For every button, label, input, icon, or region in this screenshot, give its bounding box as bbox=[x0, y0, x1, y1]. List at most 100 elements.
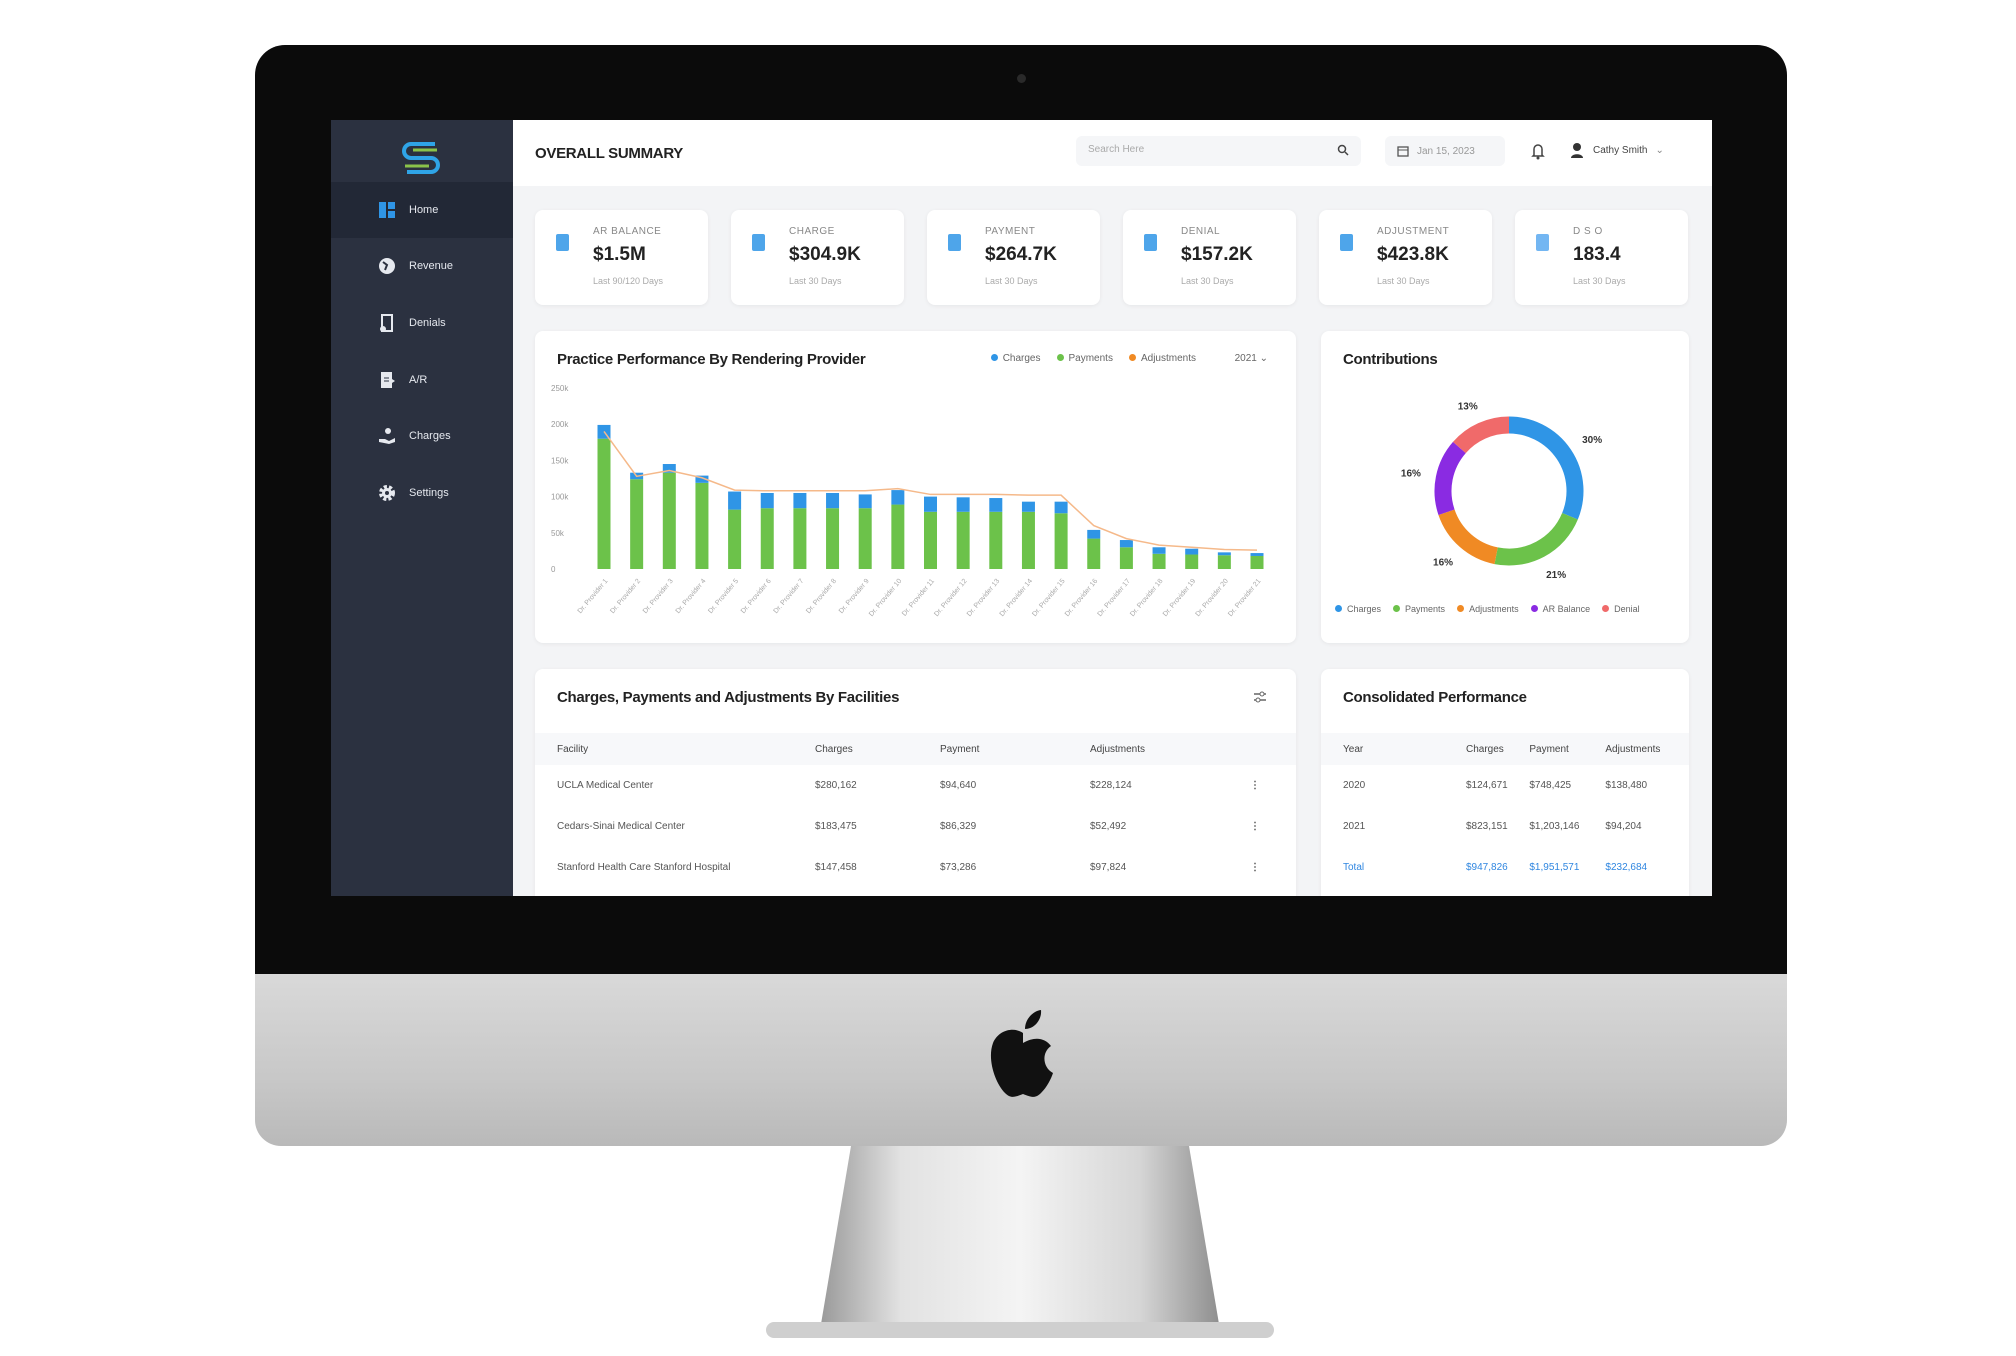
donut-slice[interactable] bbox=[1434, 441, 1466, 515]
donut-slice[interactable] bbox=[1452, 416, 1510, 454]
legend-item[interactable]: AR Balance bbox=[1530, 604, 1590, 614]
sidebar-item-revenue[interactable]: Revenue bbox=[331, 238, 513, 294]
table-cell: $94,204 bbox=[1605, 821, 1642, 832]
legend-charges[interactable]: Charges bbox=[990, 353, 1041, 364]
column-header[interactable]: Payment bbox=[1529, 733, 1606, 765]
donut-legend: Charges Payments Adjustments AR Balance Deni… bbox=[1335, 604, 1640, 614]
column-header[interactable]: Charges bbox=[1466, 733, 1530, 765]
legend-payments[interactable]: Payments bbox=[1056, 353, 1113, 364]
bar-charges[interactable] bbox=[1119, 540, 1133, 548]
search-placeholder: Search Here bbox=[1088, 144, 1145, 155]
legend-item[interactable]: Denial bbox=[1602, 604, 1640, 614]
donut-slice[interactable] bbox=[1494, 512, 1578, 566]
table-row[interactable]: Stanford Health Care Stanford Hospital $1… bbox=[535, 847, 1296, 888]
sidebar-item-ar[interactable]: A/R bbox=[331, 352, 513, 408]
bar-charges[interactable] bbox=[924, 496, 937, 512]
x-tick-label: Dr. Provider 10 bbox=[868, 578, 903, 618]
bell-icon[interactable] bbox=[1531, 142, 1545, 160]
filter-icon[interactable] bbox=[1252, 689, 1268, 705]
bar-payments[interactable] bbox=[728, 509, 742, 569]
y-tick-label: 150k bbox=[551, 456, 569, 465]
column-header[interactable]: Year bbox=[1321, 733, 1466, 765]
kpi-card[interactable]: AR BALANCE $1.5M Last 90/120 Days bbox=[535, 210, 708, 305]
search-input[interactable]: Search Here bbox=[1076, 136, 1361, 166]
table-row[interactable]: 2021 $823,151 $1,203,146 $94,204 bbox=[1321, 806, 1689, 847]
donut-slice[interactable] bbox=[1508, 416, 1584, 520]
bar-payments[interactable] bbox=[826, 508, 840, 569]
bar-payments[interactable] bbox=[989, 511, 1003, 569]
bar-payments[interactable] bbox=[891, 504, 905, 569]
more-options-icon[interactable]: ⋮ bbox=[1250, 780, 1260, 791]
bar-charges[interactable] bbox=[956, 497, 970, 512]
bar-payments[interactable] bbox=[1185, 554, 1199, 569]
bar-payments[interactable] bbox=[1152, 553, 1166, 569]
table-row[interactable]: UCLA Medical Center $280,162 $94,640 $228,1… bbox=[535, 765, 1296, 806]
bar-charges[interactable] bbox=[1054, 501, 1068, 514]
bar-payments[interactable] bbox=[662, 472, 676, 569]
bar-charges[interactable] bbox=[1217, 552, 1231, 556]
column-header[interactable]: Payment bbox=[940, 733, 1090, 765]
sidebar-item-charges[interactable]: Charges bbox=[331, 408, 513, 464]
kpi-card[interactable]: CHARGE $304.9K Last 30 Days bbox=[731, 210, 904, 305]
kpi-card[interactable]: PAYMENT $264.7K Last 30 Days bbox=[927, 210, 1100, 305]
bar-payments[interactable] bbox=[858, 508, 872, 569]
bar-charges[interactable] bbox=[1152, 547, 1166, 554]
y-tick-label: 250k bbox=[551, 384, 569, 393]
legend-item[interactable]: Payments bbox=[1393, 604, 1445, 614]
kpi-card[interactable]: D S O 183.4 Last 30 Days bbox=[1515, 210, 1688, 305]
line-adjustments bbox=[603, 430, 1258, 551]
table-row[interactable]: 2020 $124,671 $748,425 $138,480 bbox=[1321, 765, 1689, 806]
bar-charges[interactable] bbox=[1250, 553, 1264, 556]
bar-charges[interactable] bbox=[760, 492, 774, 509]
date-picker[interactable]: Jan 15, 2023 bbox=[1385, 136, 1505, 166]
kpi-card[interactable]: DENIAL $157.2K Last 30 Days bbox=[1123, 210, 1296, 305]
bar-charges[interactable] bbox=[728, 491, 742, 510]
search-icon[interactable] bbox=[1337, 144, 1349, 156]
x-tick-label: Dr. Provider 11 bbox=[901, 578, 936, 618]
bar-payments[interactable] bbox=[1021, 511, 1035, 569]
bar-payments[interactable] bbox=[1250, 555, 1264, 569]
bar-payments[interactable] bbox=[956, 511, 970, 569]
bar-charges[interactable] bbox=[695, 475, 709, 483]
bar-payments[interactable] bbox=[793, 508, 807, 569]
bar-charges[interactable] bbox=[989, 498, 1003, 512]
column-header[interactable]: Adjustments bbox=[1090, 733, 1250, 765]
table-row[interactable]: Cedars-Sinai Medical Center $183,475 $86,3… bbox=[535, 806, 1296, 847]
bar-payments[interactable] bbox=[1087, 538, 1101, 569]
file-icon bbox=[381, 372, 395, 388]
bar-charges[interactable] bbox=[1185, 548, 1199, 555]
sidebar-item-settings[interactable]: Settings bbox=[331, 465, 513, 521]
bar-payments[interactable] bbox=[597, 438, 611, 569]
bar-payments[interactable] bbox=[924, 511, 937, 569]
column-header[interactable]: Facility bbox=[535, 733, 815, 765]
more-options-icon[interactable]: ⋮ bbox=[1250, 862, 1260, 873]
donut-slice[interactable] bbox=[1438, 509, 1499, 565]
legend-item[interactable]: Charges bbox=[1335, 604, 1381, 614]
more-options-icon[interactable]: ⋮ bbox=[1250, 821, 1260, 832]
year-dropdown[interactable]: 2021 ⌄ bbox=[1234, 353, 1268, 364]
bar-charges[interactable] bbox=[793, 492, 807, 509]
sidebar-item-home[interactable]: Home bbox=[331, 182, 513, 238]
bar-charges[interactable] bbox=[1021, 501, 1035, 512]
column-header[interactable]: Adjustments bbox=[1605, 733, 1689, 765]
bar-charges[interactable] bbox=[891, 490, 905, 505]
bar-charges[interactable] bbox=[826, 492, 840, 509]
x-tick-label: Dr. Provider 7 bbox=[773, 578, 806, 615]
bar-payments[interactable] bbox=[1119, 547, 1133, 569]
sidebar-item-denials[interactable]: Denials bbox=[331, 295, 513, 351]
bar-charges[interactable] bbox=[858, 494, 872, 509]
bar-payments[interactable] bbox=[630, 479, 644, 569]
bar-charges[interactable] bbox=[1087, 529, 1101, 539]
kpi-card[interactable]: ADJUSTMENT $423.8K Last 30 Days bbox=[1319, 210, 1492, 305]
column-header[interactable]: Charges bbox=[815, 733, 940, 765]
legend-adjustments[interactable]: Adjustments bbox=[1128, 353, 1196, 364]
kpi-icon bbox=[556, 234, 569, 251]
chart-title: Practice Performance By Rendering Provid… bbox=[557, 351, 866, 368]
bar-payments[interactable] bbox=[760, 508, 774, 569]
user-menu[interactable]: Cathy Smith ⌄ bbox=[1569, 142, 1664, 158]
bar-payments[interactable] bbox=[695, 482, 709, 569]
bar-payments[interactable] bbox=[1054, 513, 1068, 569]
legend-item[interactable]: Adjustments bbox=[1457, 604, 1519, 614]
bar-payments[interactable] bbox=[1217, 555, 1231, 569]
bar-charges[interactable] bbox=[662, 464, 676, 473]
